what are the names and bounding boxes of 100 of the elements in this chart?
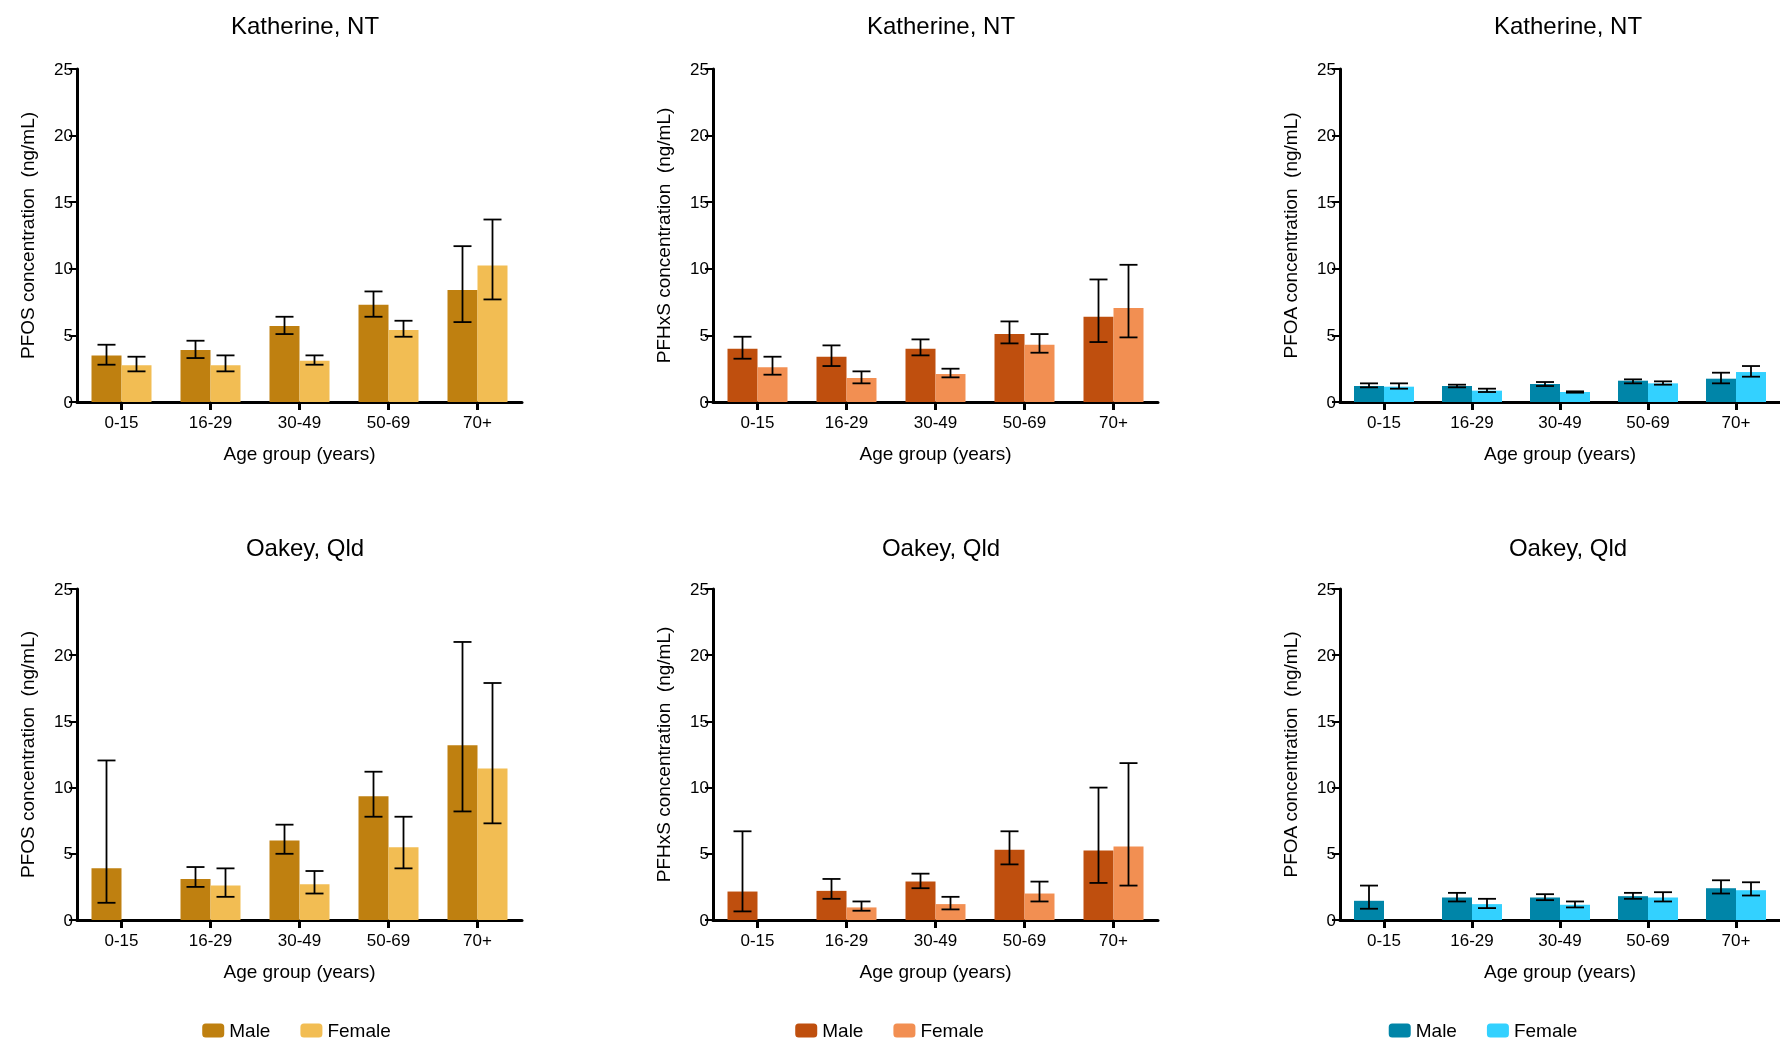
chart-title: Oakey, Qld bbox=[245, 533, 365, 561]
bar bbox=[1083, 850, 1114, 920]
x-tick-label: 50-69 bbox=[1626, 931, 1670, 950]
y-axis-title: PFOA concentration (ng/mL) bbox=[1280, 631, 1301, 878]
bar bbox=[1083, 316, 1114, 402]
x-tick-label: 50-69 bbox=[366, 413, 411, 432]
bar bbox=[1618, 380, 1648, 402]
legend-label: Female bbox=[327, 1020, 391, 1041]
bar bbox=[1706, 378, 1736, 402]
bar bbox=[91, 355, 122, 402]
x-tick-label: 0-15 bbox=[740, 931, 775, 950]
bar bbox=[269, 840, 300, 920]
x-tick-label: 30-49 bbox=[913, 931, 958, 950]
bar bbox=[447, 745, 478, 920]
y-axis-title: PFOS concentration (ng/mL) bbox=[17, 630, 38, 879]
x-tick-label: 16-29 bbox=[188, 931, 233, 950]
x-tick-label: 50-69 bbox=[1626, 413, 1670, 432]
bar bbox=[1736, 372, 1766, 402]
bar bbox=[1113, 308, 1144, 402]
bar bbox=[1024, 893, 1055, 920]
chart-title: Oakey, Qld bbox=[881, 533, 1001, 561]
bar bbox=[1472, 390, 1502, 402]
bar bbox=[846, 907, 877, 920]
bar bbox=[994, 334, 1025, 402]
bar bbox=[447, 290, 478, 402]
y-tick-label: 20 bbox=[1317, 126, 1336, 146]
bar bbox=[299, 884, 330, 920]
legend-label: Male bbox=[229, 1020, 271, 1041]
y-axis-title: PFHxS concentration (ng/mL) bbox=[653, 107, 674, 364]
bar bbox=[180, 350, 211, 402]
bar bbox=[816, 356, 847, 402]
bar bbox=[299, 360, 330, 402]
y-tick-label: 10 bbox=[54, 259, 73, 279]
chart-title: Katherine, NT bbox=[230, 11, 380, 39]
x-tick-label: 0-15 bbox=[104, 413, 139, 432]
bar bbox=[210, 365, 241, 402]
x-tick-label: 70+ bbox=[463, 931, 492, 950]
x-tick-label: 30-49 bbox=[913, 413, 958, 432]
y-axis-title: PFOS concentration (ng/mL) bbox=[17, 111, 38, 360]
y-tick-label: 10 bbox=[690, 259, 709, 279]
bar bbox=[1530, 384, 1560, 402]
bar bbox=[994, 849, 1025, 920]
x-tick-label: 70+ bbox=[1099, 413, 1128, 432]
bar bbox=[358, 796, 389, 920]
bar bbox=[180, 878, 211, 920]
y-tick-label: 20 bbox=[690, 645, 709, 665]
y-axis-title: PFOA concentration (ng/mL) bbox=[1280, 112, 1301, 359]
x-tick-label: 16-29 bbox=[824, 931, 869, 950]
x-axis-title: Age group (years) bbox=[223, 443, 376, 464]
bar bbox=[388, 847, 419, 920]
x-tick-label: 0-15 bbox=[104, 931, 139, 950]
bar bbox=[1113, 846, 1144, 920]
x-tick-label: 50-69 bbox=[1002, 931, 1047, 950]
bar bbox=[727, 891, 758, 920]
bar bbox=[477, 265, 508, 402]
bar bbox=[210, 885, 241, 920]
y-tick-label: 10 bbox=[1317, 778, 1336, 798]
bar bbox=[1442, 386, 1472, 402]
x-tick-label: 30-49 bbox=[1538, 931, 1582, 950]
bar bbox=[905, 881, 936, 920]
legend-label: Female bbox=[1513, 1020, 1578, 1041]
x-tick-label: 50-69 bbox=[1002, 413, 1047, 432]
bar bbox=[477, 768, 508, 920]
y-tick-label: 20 bbox=[54, 126, 73, 146]
x-tick-label: 70+ bbox=[1721, 413, 1751, 432]
y-tick-label: 20 bbox=[690, 126, 709, 146]
x-tick-label: 30-49 bbox=[1538, 413, 1582, 432]
x-tick-label: 0-15 bbox=[1366, 413, 1402, 432]
chart-title: Oakey, Qld bbox=[1508, 533, 1628, 561]
bar bbox=[757, 367, 788, 402]
x-tick-label: 30-49 bbox=[277, 413, 322, 432]
bar bbox=[91, 868, 122, 920]
y-tick-label: 10 bbox=[54, 778, 73, 798]
bar bbox=[935, 374, 966, 402]
bar bbox=[388, 330, 419, 402]
y-tick-label: 10 bbox=[1317, 259, 1336, 279]
x-tick-label: 70+ bbox=[463, 413, 492, 432]
bar bbox=[905, 348, 936, 402]
bar bbox=[1354, 386, 1384, 402]
x-axis-title: Age group (years) bbox=[1483, 443, 1637, 464]
y-tick-label: 20 bbox=[54, 645, 73, 665]
x-axis-title: Age group (years) bbox=[859, 961, 1012, 982]
y-axis-title: PFHxS concentration (ng/mL) bbox=[653, 626, 674, 883]
x-tick-label: 16-29 bbox=[824, 413, 869, 432]
legend-label: Male bbox=[822, 1020, 864, 1041]
bar bbox=[269, 326, 300, 402]
x-tick-label: 70+ bbox=[1099, 931, 1128, 950]
legend-label: Male bbox=[1415, 1020, 1457, 1041]
bar bbox=[1384, 386, 1414, 402]
bar bbox=[121, 365, 152, 402]
x-tick-label: 16-29 bbox=[188, 413, 233, 432]
legend-label: Female bbox=[920, 1020, 984, 1041]
x-tick-label: 50-69 bbox=[366, 931, 411, 950]
bar bbox=[816, 890, 847, 920]
x-tick-label: 0-15 bbox=[1366, 931, 1402, 950]
bar bbox=[1024, 344, 1055, 402]
x-tick-label: 70+ bbox=[1721, 931, 1751, 950]
x-axis-title: Age group (years) bbox=[223, 961, 376, 982]
x-tick-label: 0-15 bbox=[740, 413, 775, 432]
x-axis-title: Age group (years) bbox=[859, 443, 1012, 464]
